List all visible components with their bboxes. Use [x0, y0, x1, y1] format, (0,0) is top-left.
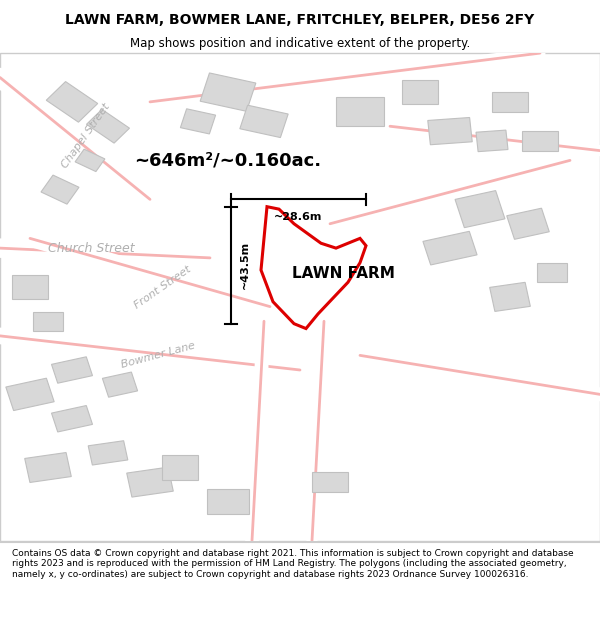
Polygon shape — [33, 311, 63, 331]
Polygon shape — [492, 92, 528, 112]
Text: Contains OS data © Crown copyright and database right 2021. This information is : Contains OS data © Crown copyright and d… — [12, 549, 574, 579]
Text: Chapel Street: Chapel Street — [60, 102, 112, 170]
Polygon shape — [86, 109, 130, 143]
Polygon shape — [522, 131, 558, 151]
Polygon shape — [428, 118, 472, 145]
Polygon shape — [402, 80, 438, 104]
Polygon shape — [490, 282, 530, 311]
Polygon shape — [12, 275, 48, 299]
Polygon shape — [75, 149, 105, 172]
Text: ~646m²/~0.160ac.: ~646m²/~0.160ac. — [134, 151, 322, 169]
Polygon shape — [200, 73, 256, 111]
Polygon shape — [46, 82, 98, 122]
Polygon shape — [25, 452, 71, 482]
Polygon shape — [455, 191, 505, 228]
Polygon shape — [88, 441, 128, 465]
Polygon shape — [207, 489, 249, 514]
Polygon shape — [6, 378, 54, 411]
Polygon shape — [41, 175, 79, 204]
Polygon shape — [52, 406, 92, 432]
Polygon shape — [127, 467, 173, 497]
Polygon shape — [52, 357, 92, 383]
Polygon shape — [240, 105, 288, 138]
Polygon shape — [423, 231, 477, 265]
Text: ~28.6m: ~28.6m — [274, 211, 323, 222]
Polygon shape — [476, 130, 508, 152]
Text: ~43.5m: ~43.5m — [240, 241, 250, 289]
Polygon shape — [261, 207, 366, 329]
Text: LAWN FARM, BOWMER LANE, FRITCHLEY, BELPER, DE56 2FY: LAWN FARM, BOWMER LANE, FRITCHLEY, BELPE… — [65, 13, 535, 28]
Polygon shape — [336, 97, 384, 126]
Polygon shape — [312, 472, 348, 492]
Polygon shape — [537, 262, 567, 282]
Polygon shape — [507, 208, 549, 239]
Text: Church Street: Church Street — [48, 242, 134, 254]
Text: Map shows position and indicative extent of the property.: Map shows position and indicative extent… — [130, 38, 470, 50]
Polygon shape — [162, 455, 198, 480]
Text: LAWN FARM: LAWN FARM — [292, 266, 395, 281]
Text: Bowmer Lane: Bowmer Lane — [120, 341, 196, 370]
Polygon shape — [103, 372, 137, 398]
Polygon shape — [181, 109, 215, 134]
Text: Front Street: Front Street — [132, 264, 193, 311]
